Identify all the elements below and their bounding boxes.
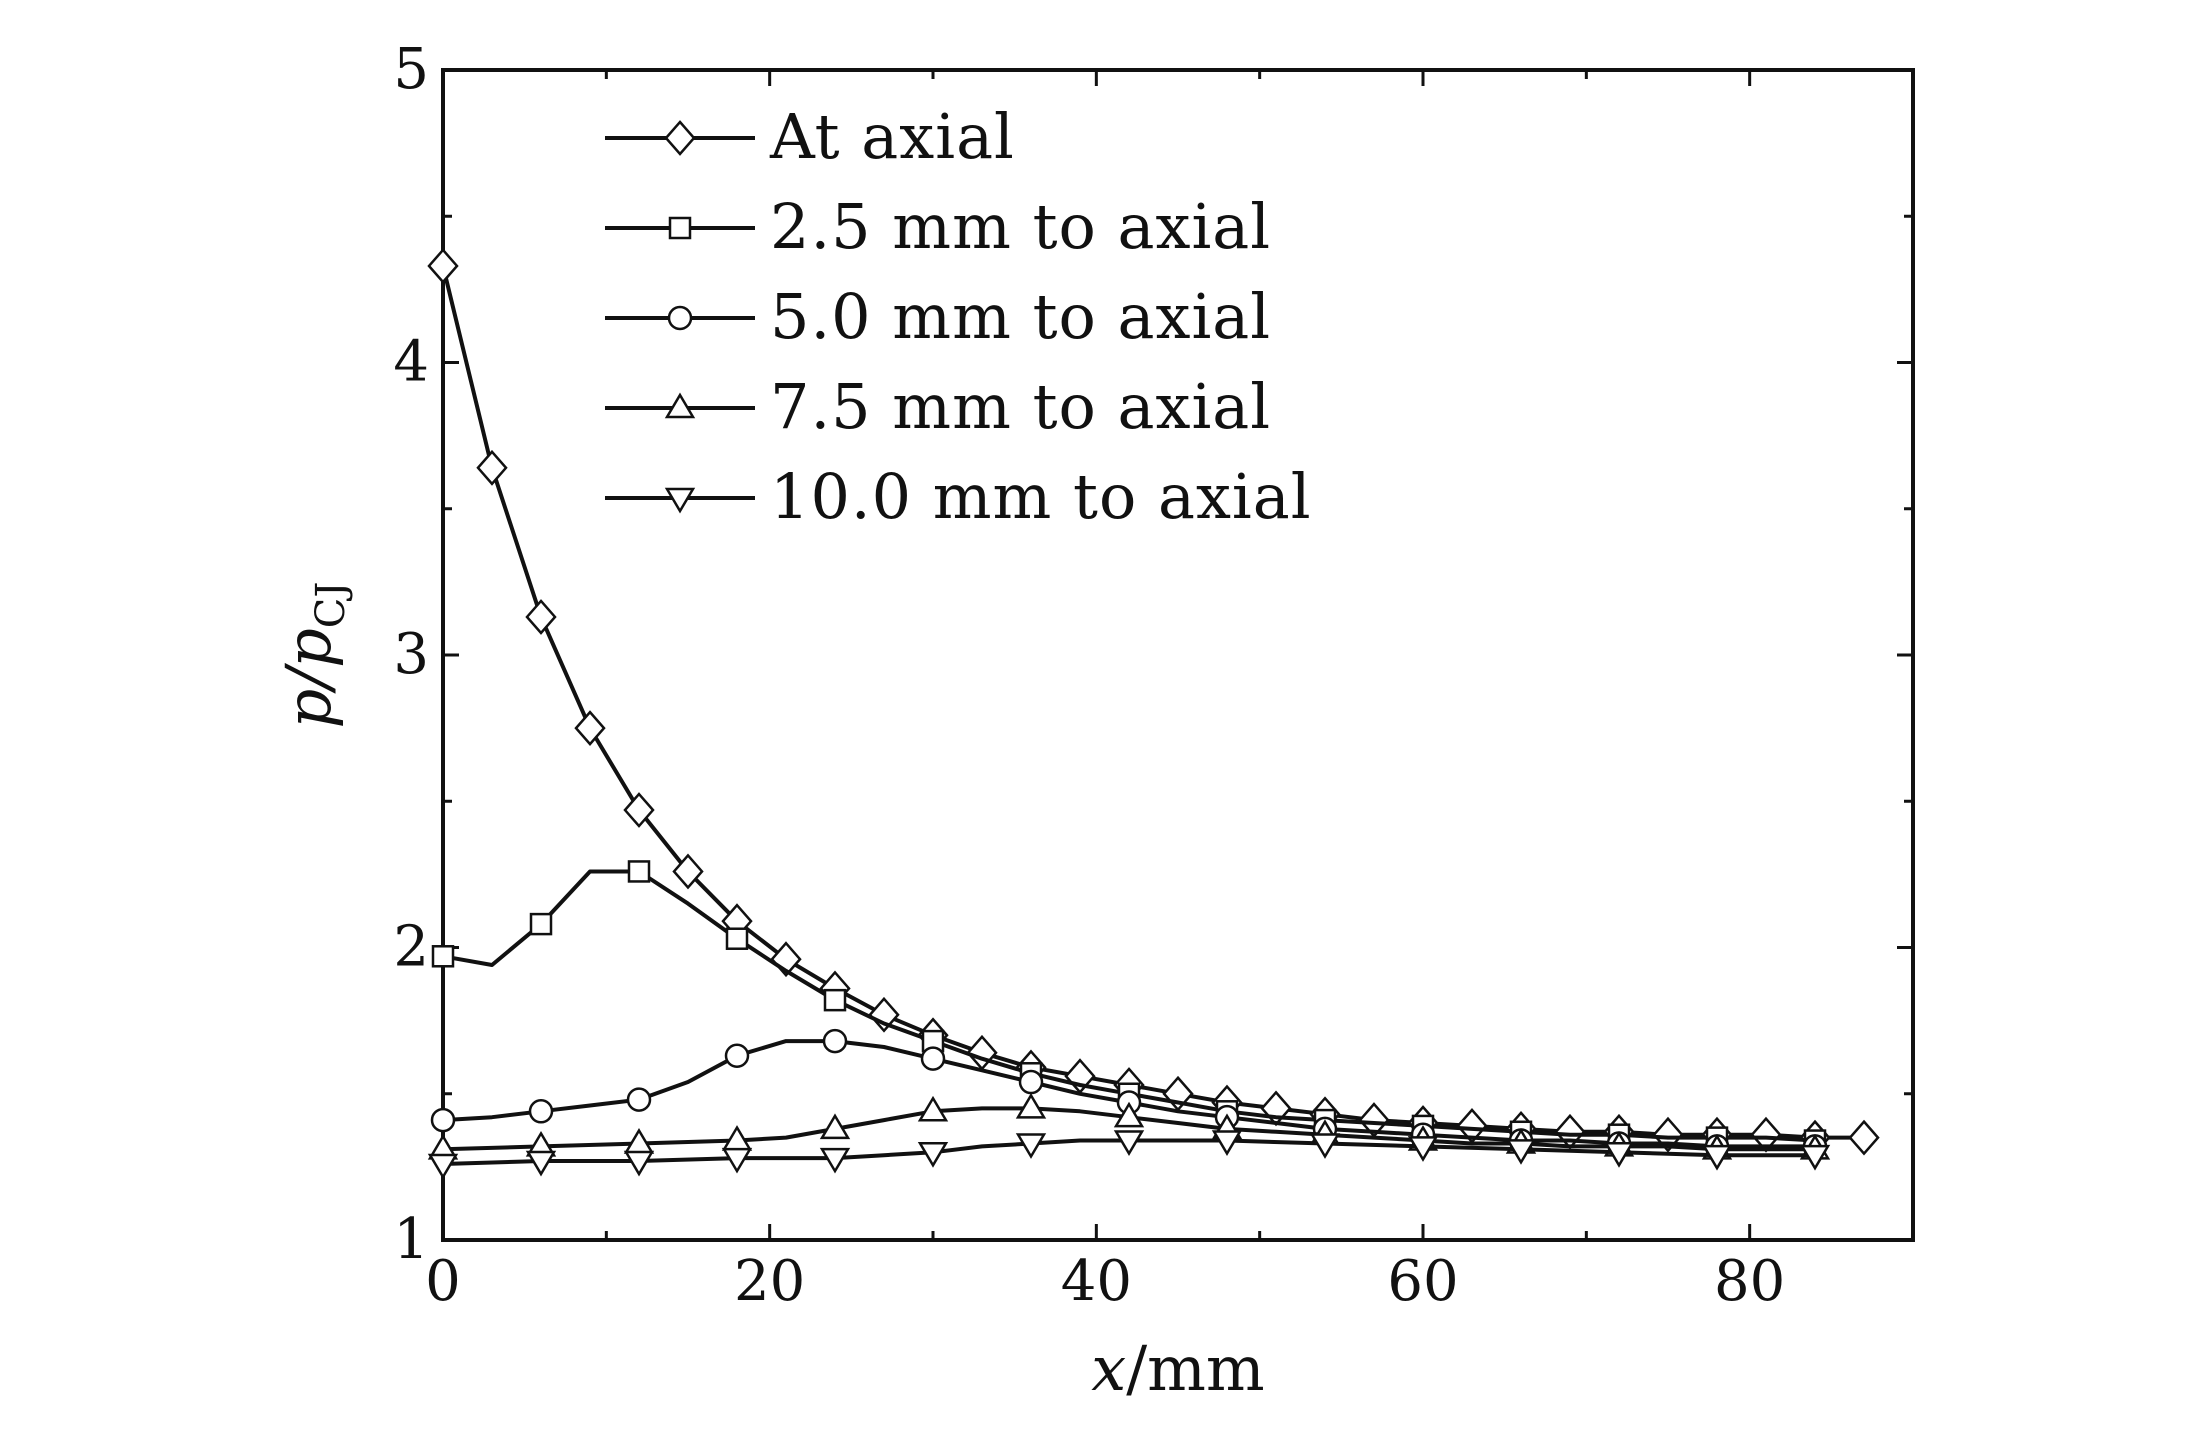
- legend-marker: [668, 216, 692, 240]
- data-point-marker: [525, 599, 557, 635]
- legend-marker: [664, 392, 696, 419]
- axis-ticks: [441, 68, 1915, 1242]
- data-point-marker: [1701, 1144, 1733, 1171]
- legend-label: 10.0 mm to axial: [770, 460, 1312, 533]
- data-point-marker: [529, 912, 553, 936]
- legend-label: 2.5 mm to axial: [770, 190, 1271, 263]
- data-point-marker: [1113, 1101, 1145, 1128]
- data-point-marker: [1505, 1139, 1537, 1165]
- y-axis-label-sub: CJ: [308, 582, 354, 629]
- data-point-marker: [427, 1153, 459, 1180]
- x-tick-labels: 0 20 40 60 80: [425, 1249, 1785, 1314]
- y-tick-label: 3: [393, 622, 429, 687]
- data-point-marker: [430, 1107, 456, 1133]
- y-tick-label: 4: [393, 330, 429, 395]
- series-5: [427, 1130, 1831, 1180]
- data-point-marker: [1407, 1136, 1439, 1162]
- data-point-marker: [574, 710, 606, 747]
- data-point-marker: [431, 945, 455, 968]
- data-point-marker: [1211, 1130, 1243, 1157]
- x-tick-label: 0: [425, 1249, 461, 1314]
- legend: At axial 2.5 mm to axial 5.0 mm to axial 7.…: [605, 100, 1312, 533]
- data-point-marker: [819, 1113, 851, 1140]
- x-tick-label: 20: [734, 1249, 805, 1314]
- x-axis-label-var: x: [1091, 1332, 1126, 1405]
- data-point-marker: [822, 1028, 848, 1054]
- data-point-marker: [1113, 1130, 1145, 1157]
- y-tick-label: 2: [393, 915, 429, 980]
- data-point-marker: [724, 1043, 750, 1068]
- data-point-marker: [427, 248, 459, 284]
- legend-marker: [667, 305, 693, 331]
- data-point-marker: [672, 853, 704, 890]
- legend-item: At axial: [605, 100, 1015, 173]
- x-tick-label: 40: [1061, 1249, 1132, 1314]
- data-point-marker: [725, 927, 749, 950]
- data-point-marker: [623, 792, 655, 828]
- x-axis-label: x/mm: [1091, 1332, 1264, 1405]
- legend-marker: [664, 487, 696, 514]
- legend-label: At axial: [769, 100, 1015, 173]
- data-point-marker: [920, 1046, 946, 1071]
- y-axis-label: p/pCJ: [272, 582, 354, 729]
- x-tick-label: 60: [1387, 1249, 1458, 1314]
- legend-item: 7.5 mm to axial: [605, 370, 1271, 443]
- data-point-marker: [623, 1150, 655, 1177]
- data-point-marker: [868, 996, 900, 1033]
- y-tick-labels: 1 2 3 4 5: [393, 37, 429, 1272]
- data-point-marker: [917, 1142, 949, 1168]
- y-axis-label-base: p/p: [272, 628, 345, 728]
- y-tick-label: 1: [393, 1207, 429, 1272]
- legend-item: 2.5 mm to axial: [605, 190, 1271, 263]
- data-point-marker: [1018, 1069, 1044, 1095]
- legend-item: 5.0 mm to axial: [605, 280, 1271, 353]
- data-point-marker: [917, 1095, 949, 1122]
- data-point-marker: [627, 860, 651, 883]
- data-point-marker: [1603, 1142, 1635, 1168]
- data-point-marker: [1015, 1133, 1047, 1159]
- legend-marker: [664, 120, 696, 156]
- data-point-marker: [721, 1147, 753, 1174]
- data-point-marker: [1015, 1092, 1047, 1119]
- legend-label: 7.5 mm to axial: [770, 370, 1271, 443]
- data-point-marker: [525, 1150, 557, 1177]
- data-point-marker: [819, 1147, 851, 1174]
- data-point-marker: [1309, 1133, 1341, 1159]
- y-tick-label: 5: [393, 37, 429, 102]
- data-point-marker: [1799, 1144, 1831, 1171]
- data-point-marker: [1848, 1119, 1880, 1156]
- legend-label: 5.0 mm to axial: [770, 280, 1271, 353]
- data-point-marker: [528, 1099, 554, 1124]
- data-point-marker: [966, 1034, 998, 1071]
- data-point-marker: [476, 449, 508, 486]
- legend-item: 10.0 mm to axial: [605, 460, 1312, 533]
- series-line: [442, 1138, 1815, 1166]
- x-axis-label-unit: /mm: [1126, 1332, 1264, 1405]
- data-point-marker: [823, 988, 847, 1012]
- x-tick-label: 80: [1714, 1249, 1785, 1314]
- data-point-marker: [626, 1087, 652, 1112]
- series-group: [427, 248, 1880, 1180]
